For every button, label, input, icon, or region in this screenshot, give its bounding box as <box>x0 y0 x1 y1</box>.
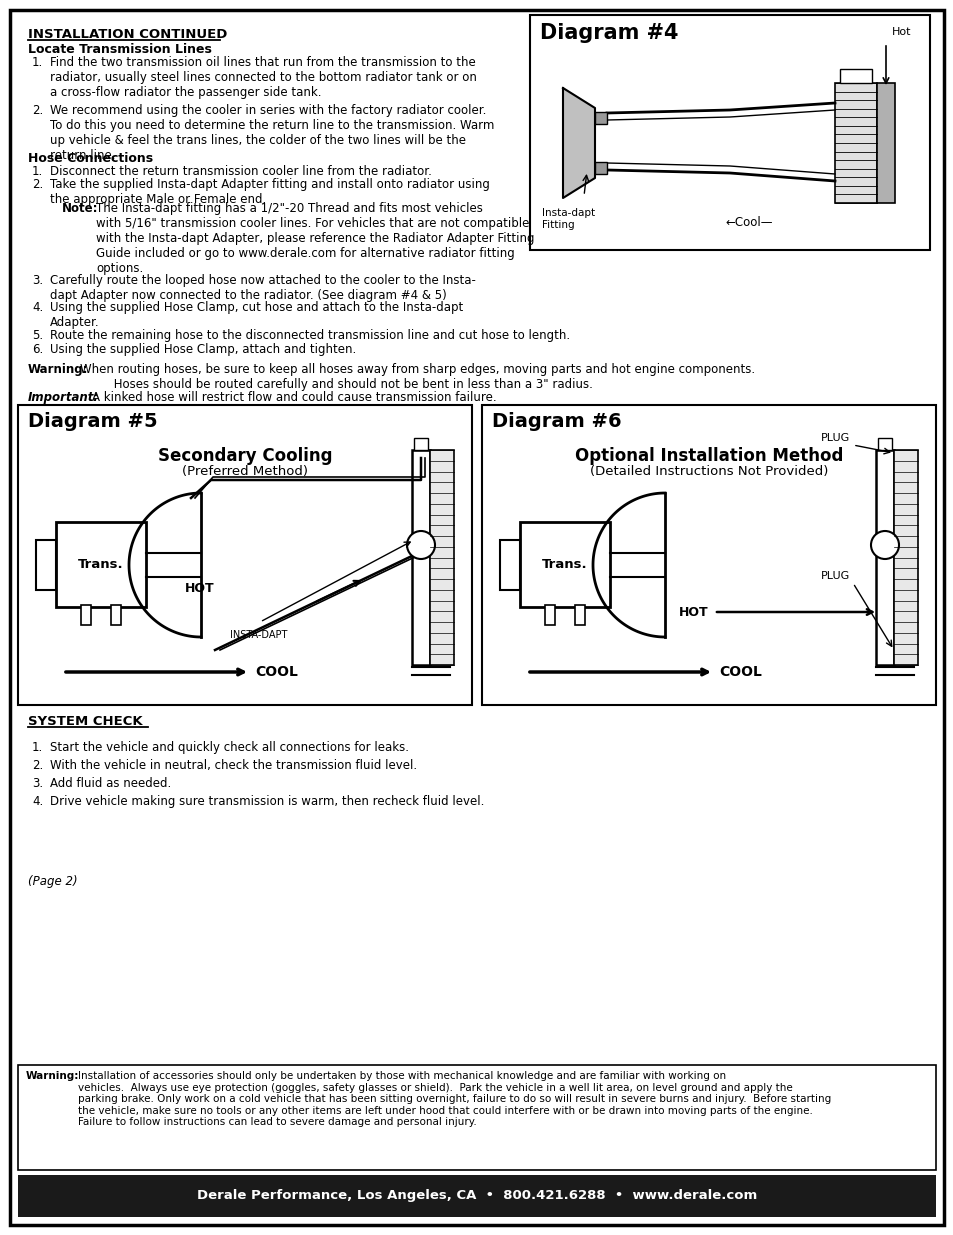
Bar <box>595 112 606 124</box>
Circle shape <box>870 531 898 559</box>
Text: Start the vehicle and quickly check all connections for leaks.: Start the vehicle and quickly check all … <box>50 741 409 755</box>
Text: Secondary Cooling: Secondary Cooling <box>157 447 332 466</box>
Text: 4.: 4. <box>32 795 43 808</box>
Text: Drive vehicle making sure transmission is warm, then recheck fluid level.: Drive vehicle making sure transmission i… <box>50 795 484 808</box>
Text: Installation of accessories should only be undertaken by those with mechanical k: Installation of accessories should only … <box>78 1071 830 1128</box>
Text: 6.: 6. <box>32 343 43 356</box>
Text: A kinked hose will restrict flow and could cause transmission failure.: A kinked hose will restrict flow and cou… <box>91 391 497 404</box>
Polygon shape <box>593 493 664 637</box>
Text: 2.: 2. <box>32 104 43 117</box>
Text: When routing hoses, be sure to keep all hoses away from sharp edges, moving part: When routing hoses, be sure to keep all … <box>80 363 755 391</box>
Text: INSTALLATION CONTINUED: INSTALLATION CONTINUED <box>28 28 227 41</box>
Text: COOL: COOL <box>254 664 297 679</box>
Circle shape <box>407 531 435 559</box>
Bar <box>893 450 917 664</box>
Bar <box>519 522 609 606</box>
Text: INSTA-DAPT: INSTA-DAPT <box>230 630 287 640</box>
Bar <box>111 605 121 625</box>
Text: Carefully route the looped hose now attached to the cooler to the Insta-
dapt Ad: Carefully route the looped hose now atta… <box>50 274 476 303</box>
Text: 2.: 2. <box>32 178 43 191</box>
Text: Warning:: Warning: <box>28 363 89 375</box>
Text: Add fluid as needed.: Add fluid as needed. <box>50 777 172 790</box>
Text: Warning:: Warning: <box>26 1071 79 1081</box>
Bar <box>412 450 430 664</box>
Text: (Preferred Method): (Preferred Method) <box>182 466 308 478</box>
Bar <box>18 405 472 705</box>
Text: Route the remaining hose to the disconnected transmission line and cut hose to l: Route the remaining hose to the disconne… <box>50 329 570 342</box>
Text: HOT: HOT <box>185 582 214 595</box>
Bar <box>530 15 929 249</box>
Bar <box>36 540 56 590</box>
Text: COOL: COOL <box>719 664 761 679</box>
Polygon shape <box>562 88 595 198</box>
Text: Trans.: Trans. <box>78 558 124 572</box>
Bar <box>840 69 871 83</box>
Bar <box>834 83 876 203</box>
Bar <box>81 605 91 625</box>
Text: Important:: Important: <box>28 391 99 404</box>
Text: (Page 2): (Page 2) <box>28 876 77 888</box>
Bar <box>56 522 146 606</box>
Text: 5.: 5. <box>32 329 43 342</box>
Bar <box>414 438 428 450</box>
Text: 1.: 1. <box>32 165 43 178</box>
Text: Diagram #5: Diagram #5 <box>28 412 157 431</box>
Text: Hose Connections: Hose Connections <box>28 152 153 165</box>
Text: HOT: HOT <box>679 605 708 619</box>
Text: PLUG: PLUG <box>821 571 849 580</box>
Text: Diagram #6: Diagram #6 <box>492 412 621 431</box>
Text: Disconnect the return transmission cooler line from the radiator.: Disconnect the return transmission coole… <box>50 165 432 178</box>
Bar <box>18 1174 935 1216</box>
Text: 4.: 4. <box>32 301 43 314</box>
Text: The Insta-dapt fitting has a 1/2"-20 Thread and fits most vehicles
with 5/16" tr: The Insta-dapt fitting has a 1/2"-20 Thr… <box>96 203 534 275</box>
Text: Note:: Note: <box>62 203 98 215</box>
Text: Optional Installation Method: Optional Installation Method <box>575 447 842 466</box>
Bar <box>18 1065 935 1170</box>
Bar <box>876 83 894 203</box>
Text: With the vehicle in neutral, check the transmission fluid level.: With the vehicle in neutral, check the t… <box>50 760 416 772</box>
Polygon shape <box>129 493 201 637</box>
Bar <box>430 450 454 664</box>
Text: We recommend using the cooler in series with the factory radiator cooler.
To do : We recommend using the cooler in series … <box>50 104 494 162</box>
Text: Take the supplied Insta-dapt Adapter fitting and install onto radiator using
the: Take the supplied Insta-dapt Adapter fit… <box>50 178 489 206</box>
Text: ←Cool—: ←Cool— <box>724 216 772 228</box>
Bar <box>595 162 606 174</box>
Text: Locate Transmission Lines: Locate Transmission Lines <box>28 43 212 56</box>
Text: 1.: 1. <box>32 741 43 755</box>
Text: Diagram #4: Diagram #4 <box>539 23 678 43</box>
Text: 1.: 1. <box>32 56 43 69</box>
Text: Hot: Hot <box>891 27 910 37</box>
Text: Using the supplied Hose Clamp, attach and tighten.: Using the supplied Hose Clamp, attach an… <box>50 343 355 356</box>
Text: Using the supplied Hose Clamp, cut hose and attach to the Insta-dapt
Adapter.: Using the supplied Hose Clamp, cut hose … <box>50 301 463 329</box>
Text: 2.: 2. <box>32 760 43 772</box>
Text: Find the two transmission oil lines that run from the transmission to the
radiat: Find the two transmission oil lines that… <box>50 56 476 99</box>
Text: Derale Performance, Los Angeles, CA  •  800.421.6288  •  www.derale.com: Derale Performance, Los Angeles, CA • 80… <box>196 1189 757 1203</box>
Text: SYSTEM CHECK: SYSTEM CHECK <box>28 715 143 727</box>
Bar <box>499 540 519 590</box>
Text: PLUG: PLUG <box>821 433 849 443</box>
Bar <box>575 605 584 625</box>
Bar <box>875 450 893 664</box>
Text: (Detailed Instructions Not Provided): (Detailed Instructions Not Provided) <box>589 466 827 478</box>
Bar <box>544 605 555 625</box>
Text: Insta-dapt
Fitting: Insta-dapt Fitting <box>541 207 595 230</box>
Text: 3.: 3. <box>32 777 43 790</box>
Bar <box>481 405 935 705</box>
Text: 3.: 3. <box>32 274 43 287</box>
Bar <box>877 438 891 450</box>
Text: Trans.: Trans. <box>541 558 587 572</box>
